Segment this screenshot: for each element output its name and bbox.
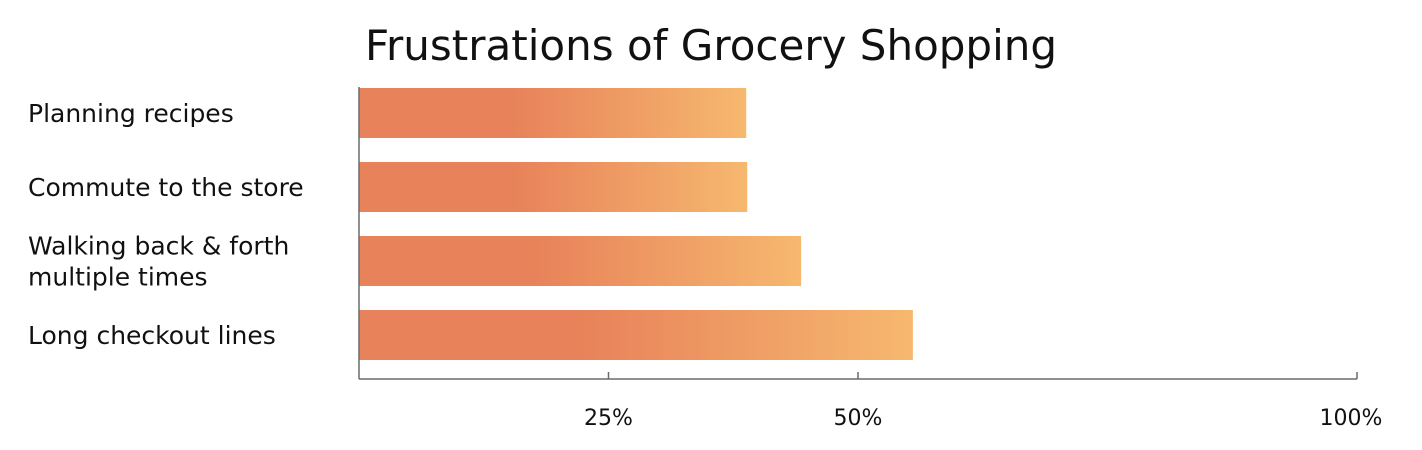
category-label: Long checkout lines xyxy=(28,321,276,350)
category-label: Commute to the store xyxy=(28,173,304,202)
category-labels: Planning recipes Commute to the store Walk… xyxy=(28,99,304,350)
category-label-line: multiple times xyxy=(28,263,208,292)
category-label-line: Walking back & forth xyxy=(28,232,289,261)
x-tick-label: 50% xyxy=(834,406,883,431)
x-tick-label: 25% xyxy=(584,406,633,431)
category-label-line: Long checkout lines xyxy=(28,321,276,350)
bar xyxy=(359,162,748,212)
bar xyxy=(359,236,802,286)
bar xyxy=(359,88,747,138)
bar xyxy=(359,310,913,360)
x-tick-label: 100% xyxy=(1320,406,1383,431)
bars-layer xyxy=(359,88,913,360)
category-label: Planning recipes xyxy=(28,99,234,128)
chart-title: Frustrations of Grocery Shopping xyxy=(365,21,1057,70)
category-label-line: Planning recipes xyxy=(28,99,234,128)
category-label: Walking back & forth multiple times xyxy=(28,232,289,292)
axes: 25% 50% 100% xyxy=(358,87,1383,431)
category-label-line: Commute to the store xyxy=(28,173,304,202)
